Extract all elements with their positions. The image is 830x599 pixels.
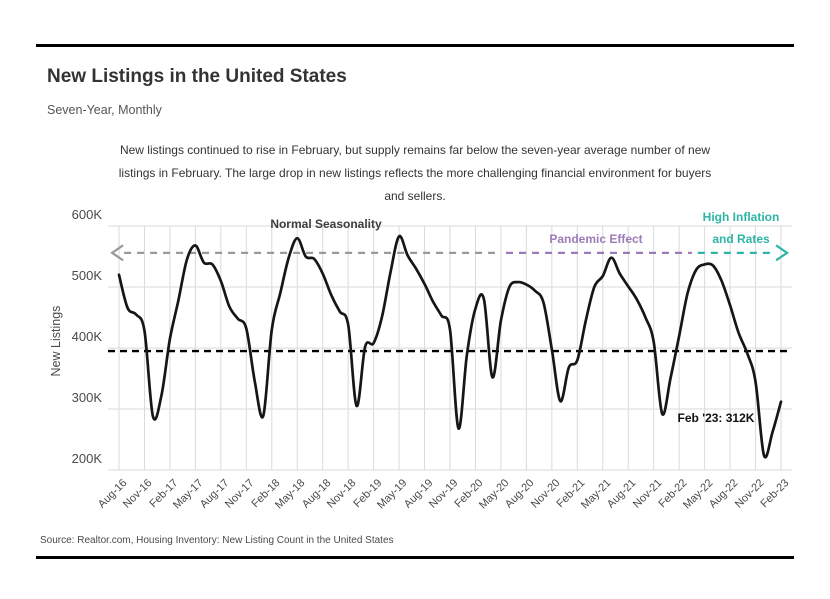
- page-subtitle: Seven-Year, Monthly: [47, 103, 162, 117]
- y-tick-label: 200K: [71, 451, 102, 466]
- bottom-rule: [36, 556, 794, 559]
- annotation-feb23-value: Feb '23: 312K: [677, 411, 755, 425]
- description-line-1: New listings continued to rise in Februa…: [119, 143, 711, 157]
- annotation-high-inflation: High Inflation and Rates: [703, 206, 780, 250]
- annotation-high-inflation-line2: and Rates: [712, 232, 770, 246]
- top-rule: [36, 44, 794, 47]
- y-tick-label: 600K: [71, 207, 102, 222]
- page-title: New Listings in the United States: [47, 66, 347, 87]
- left-arrow-icon: [110, 244, 124, 262]
- y-tick-label: 400K: [71, 329, 102, 344]
- chart-description: New listings continued to rise in Februa…: [85, 139, 745, 208]
- right-arrow-icon: [775, 244, 790, 262]
- source-note: Source: Realtor.com, Housing Inventory: …: [40, 535, 394, 546]
- annotation-pandemic-effect: Pandemic Effect: [549, 232, 643, 246]
- y-tick-label: 300K: [71, 390, 102, 405]
- description-line-3: and sellers.: [384, 189, 446, 203]
- y-tick-label: 500K: [71, 268, 102, 283]
- data-line: [117, 234, 783, 459]
- annotation-high-inflation-line1: High Inflation: [702, 210, 780, 224]
- annotation-normal-seasonality: Normal Seasonality: [270, 217, 382, 231]
- description-line-2: listings in February. The large drop in …: [118, 166, 712, 180]
